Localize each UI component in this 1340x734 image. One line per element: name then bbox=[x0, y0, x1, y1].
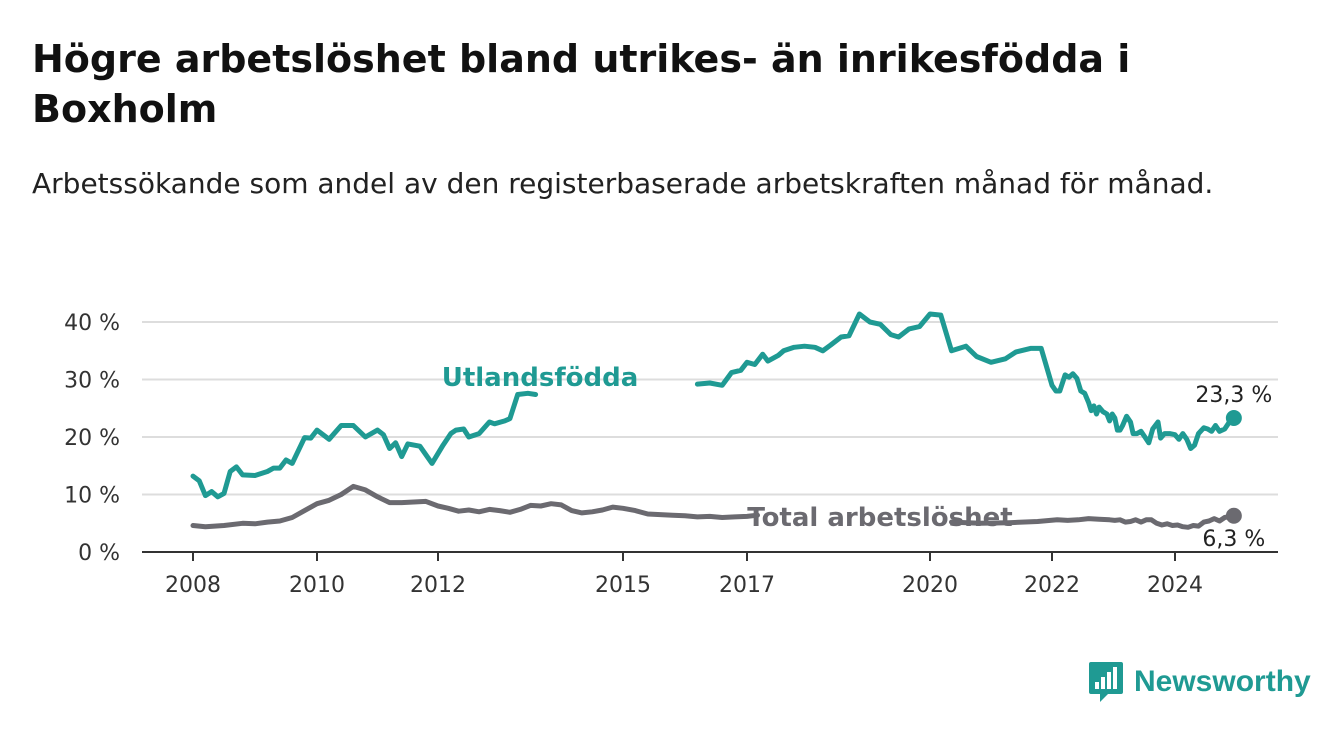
x-tick-label: 2008 bbox=[165, 573, 221, 598]
x-tick-label: 2022 bbox=[1024, 573, 1080, 598]
x-tick-label: 2020 bbox=[902, 573, 958, 598]
series-end-label: 23,3 % bbox=[1195, 383, 1272, 408]
x-tick-label: 2012 bbox=[410, 573, 466, 598]
y-tick-label: 30 % bbox=[64, 369, 120, 394]
series-line-utlandsfodda bbox=[694, 311, 1237, 451]
y-tick-label: 10 % bbox=[64, 484, 120, 509]
chart-subtitle: Arbetssökande som andel av den registerb… bbox=[32, 167, 1214, 200]
x-tick-label: 2010 bbox=[289, 573, 345, 598]
series-line-total bbox=[190, 483, 760, 530]
bar-chart-bubble-icon bbox=[1089, 662, 1123, 702]
y-tick-label: 0 % bbox=[78, 541, 120, 566]
series-line-total bbox=[949, 513, 1237, 530]
x-tick-label: 2024 bbox=[1147, 573, 1203, 598]
newsworthy-logo: Newsworthy bbox=[1088, 660, 1311, 704]
series-lines bbox=[190, 311, 1242, 530]
x-tick-label: 2015 bbox=[595, 573, 651, 598]
labels: 23,3 % Utlandsfödda 6,3 % Total arbetslöshe… bbox=[442, 363, 1273, 552]
series-label: Utlandsfödda bbox=[442, 363, 639, 393]
series-end-label: 6,3 % bbox=[1202, 527, 1265, 552]
series-line-utlandsfodda bbox=[190, 390, 539, 500]
y-tick-label: 40 % bbox=[64, 311, 120, 336]
y-tick-label: 20 % bbox=[64, 426, 120, 451]
series-end-point bbox=[1225, 507, 1242, 524]
axes: 0 % 10 % 20 % 30 % 40 % 2008 2010 2012 2015 2017 2… bbox=[64, 311, 1278, 598]
x-tick-label: 2017 bbox=[719, 573, 775, 598]
chart-title: Högre arbetslöshet bland utrikes- än inr… bbox=[32, 37, 1131, 131]
grid-lines bbox=[142, 321, 1278, 496]
series-label: Total arbetslöshet bbox=[747, 503, 1012, 533]
brand-name: Newsworthy bbox=[1134, 665, 1311, 698]
series-end-point bbox=[1225, 410, 1242, 427]
